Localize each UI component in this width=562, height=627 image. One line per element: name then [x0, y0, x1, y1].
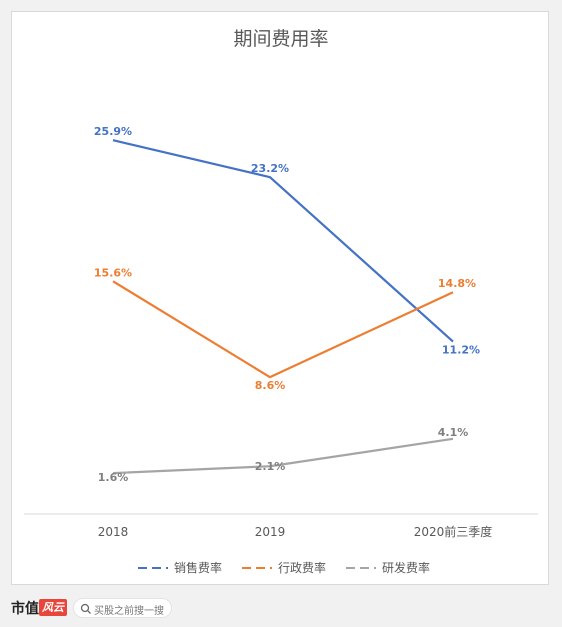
brand-name: 市值	[11, 601, 39, 617]
x-tick-label: 2018	[98, 525, 129, 539]
search-icon	[80, 603, 91, 614]
data-label: 1.6%	[98, 471, 129, 484]
series-line-1	[112, 139, 454, 343]
data-label: 11.2%	[442, 344, 480, 357]
data-label: 23.2%	[251, 162, 289, 175]
data-label: 8.6%	[255, 379, 286, 392]
series-line-2	[112, 280, 454, 379]
line-chart: 期间费用率 2018 2019 2020前三季度 25.9% 23.2% 11.2% 15.6…	[24, 28, 538, 575]
data-label: 14.8%	[438, 277, 476, 290]
data-label: 4.1%	[438, 426, 469, 439]
data-label: 15.6%	[94, 266, 132, 279]
chart-title: 期间费用率	[233, 28, 328, 50]
data-label: 2.1%	[255, 460, 286, 473]
data-label: 25.9%	[94, 125, 132, 138]
x-tick-label: 2020前三季度	[414, 524, 493, 539]
search-placeholder: 买股之前搜一搜	[94, 606, 164, 617]
series-line-3	[112, 437, 454, 475]
legend-label: 研发费率	[382, 560, 430, 575]
brand-logo: 风云	[39, 599, 67, 616]
footer-bar: 市值 风云 买股之前搜一搜	[0, 590, 562, 627]
x-tick-label: 2019	[255, 525, 286, 539]
legend-label: 行政费率	[278, 560, 326, 575]
legend-label: 销售费率	[174, 560, 222, 575]
search-button[interactable]: 买股之前搜一搜	[73, 598, 172, 618]
chart-card: 期间费用率 2018 2019 2020前三季度 25.9% 23.2% 11.2% 15.6…	[11, 11, 549, 585]
